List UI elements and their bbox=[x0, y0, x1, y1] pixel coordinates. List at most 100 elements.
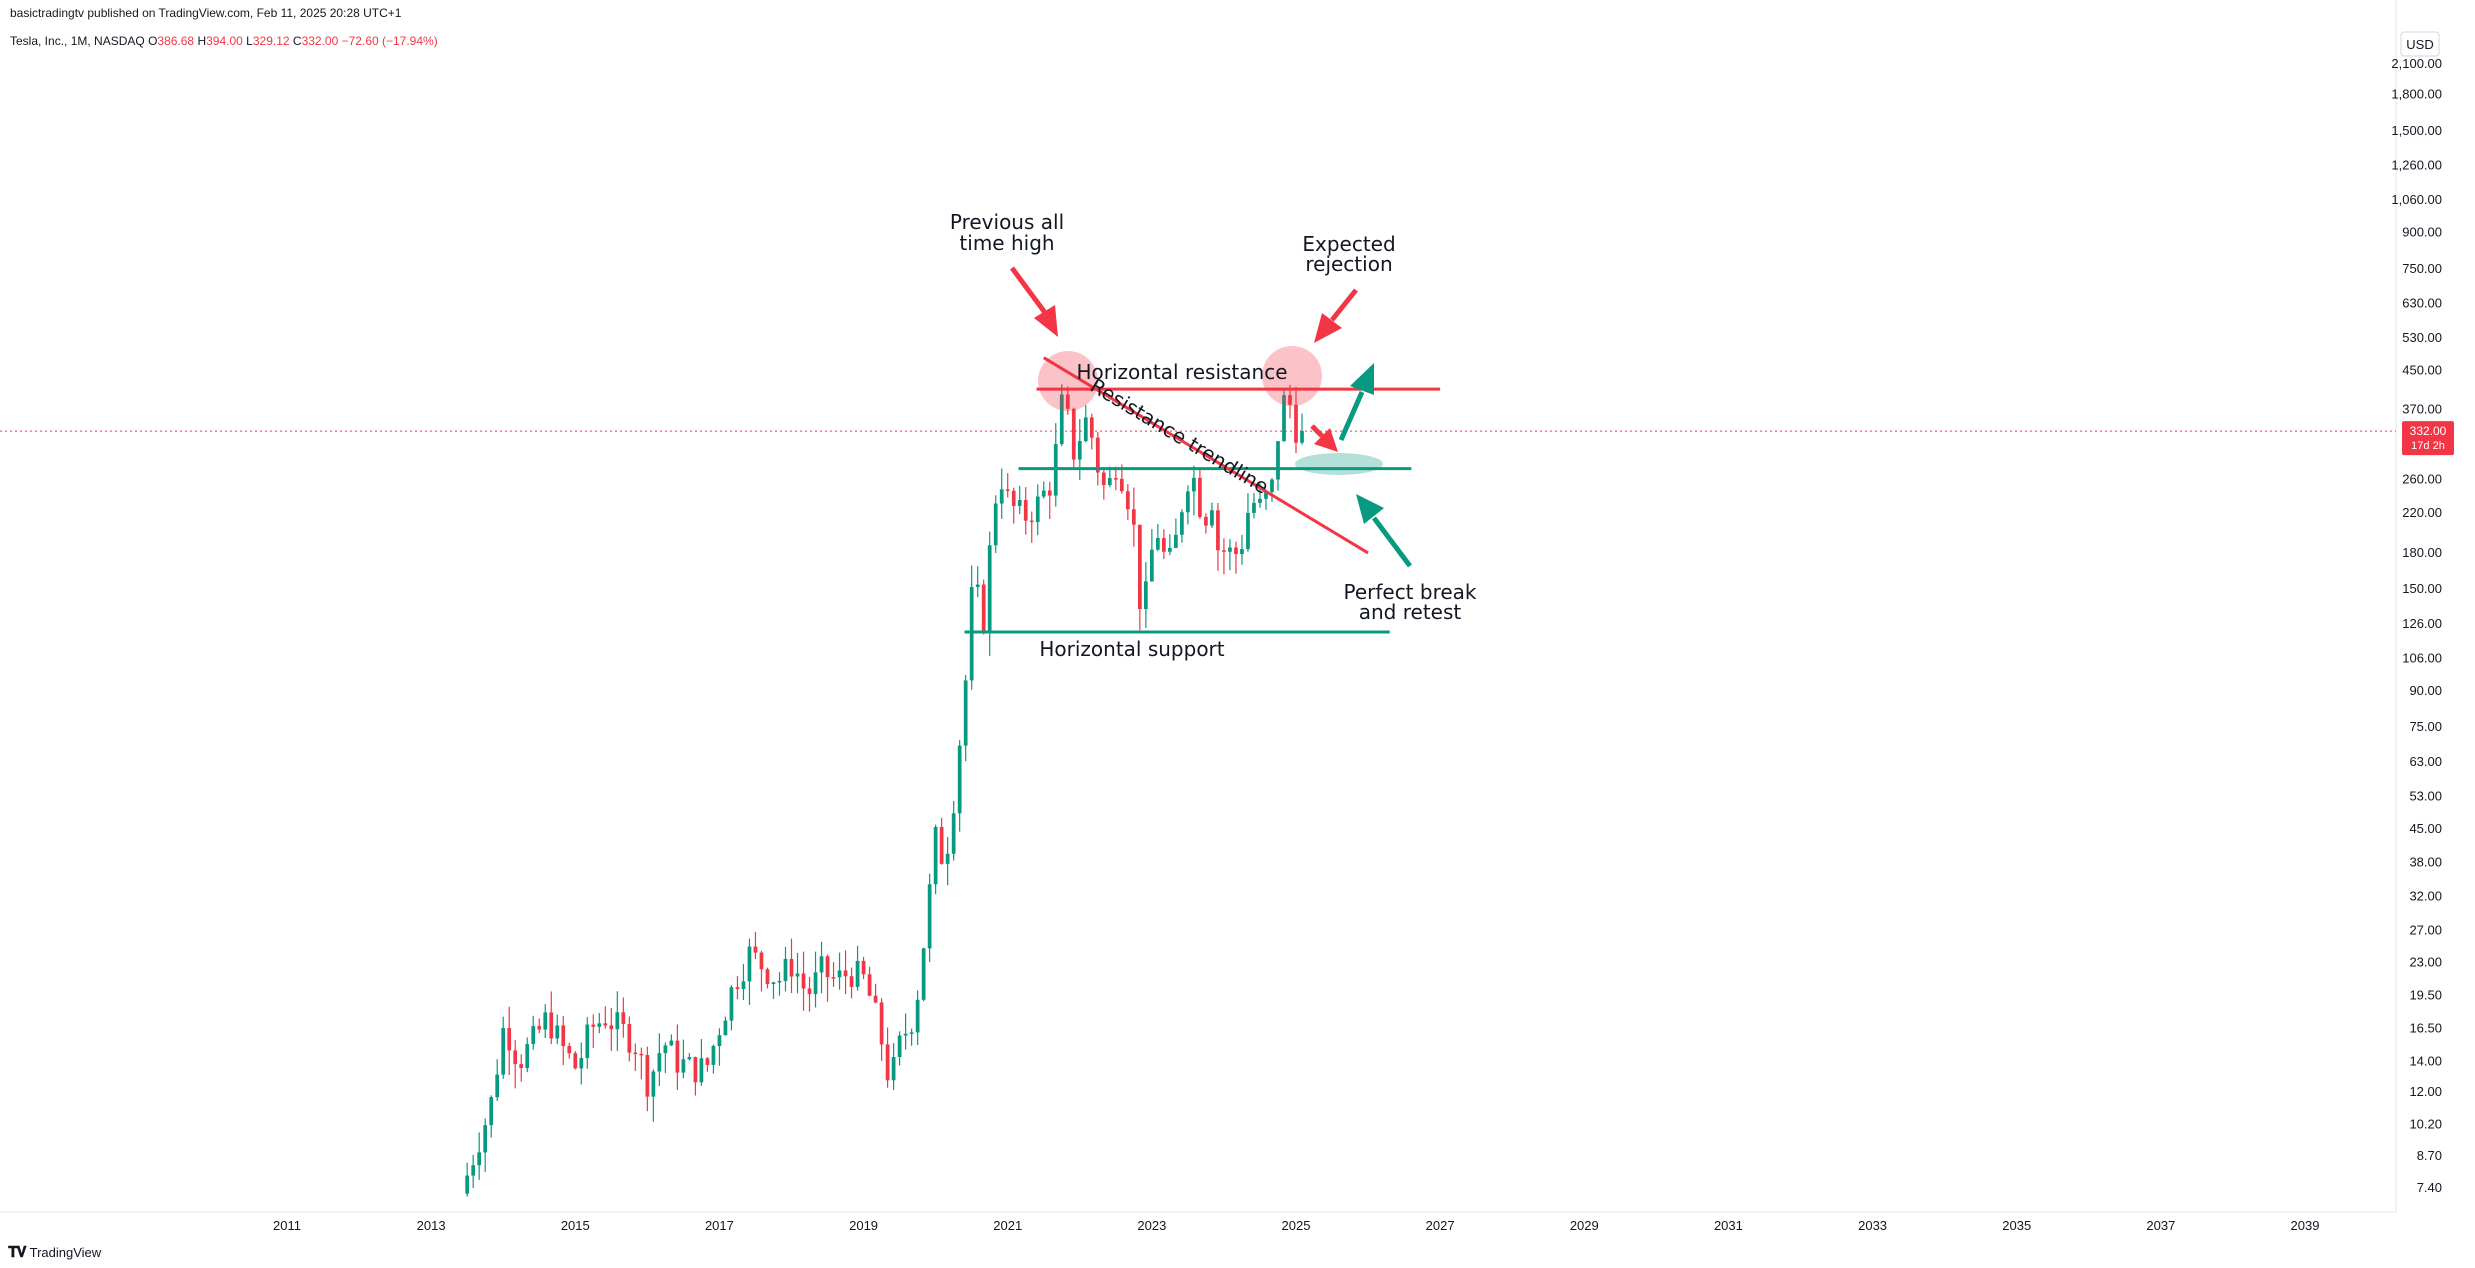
ath-label-line1: Previous all bbox=[950, 210, 1064, 234]
high-label: H bbox=[197, 34, 207, 48]
candle-body bbox=[465, 1175, 470, 1194]
candle-body bbox=[543, 1012, 548, 1030]
candle-body bbox=[1005, 489, 1010, 491]
candle-body bbox=[1041, 490, 1046, 497]
candle-body bbox=[909, 1032, 914, 1034]
resistance-trendline-label: Resistance trendline bbox=[1086, 373, 1273, 498]
candle-body bbox=[1186, 491, 1190, 513]
time-tick-label: 2029 bbox=[1570, 1218, 1599, 1233]
candle-body bbox=[1059, 394, 1064, 445]
drop-down-arrow-icon[interactable] bbox=[1310, 424, 1338, 452]
candle-body bbox=[765, 969, 770, 985]
time-axis[interactable]: 2011 2013 2015 2017 2019 2021 2023 2025 2027 2029… bbox=[273, 1218, 2319, 1233]
candle-body bbox=[477, 1152, 482, 1166]
candle-body bbox=[849, 976, 854, 987]
ath-arrow-icon[interactable] bbox=[1009, 266, 1058, 337]
candle-body bbox=[669, 1040, 674, 1046]
candle-body bbox=[681, 1059, 686, 1073]
tradingview-brand: TradingView bbox=[29, 1245, 102, 1260]
candle-body bbox=[729, 987, 734, 1021]
price-tick-label: 45.00 bbox=[2409, 821, 2442, 836]
horizontal-resistance-label: Horizontal resistance bbox=[1076, 360, 1287, 384]
time-tick-label: 2033 bbox=[1858, 1218, 1887, 1233]
time-tick-label: 2013 bbox=[417, 1218, 446, 1233]
rejection-highlight-circle[interactable] bbox=[1262, 346, 1322, 406]
candle-body bbox=[789, 959, 794, 977]
candle-body bbox=[633, 1052, 638, 1055]
price-tick-label: 8.70 bbox=[2417, 1148, 2442, 1163]
ath-label-line2: time high bbox=[959, 231, 1054, 255]
candle-body bbox=[1119, 478, 1124, 492]
price-tick-label: 630.00 bbox=[2402, 296, 2442, 311]
candle-body bbox=[921, 948, 926, 1000]
candle-body bbox=[1252, 502, 1256, 513]
ath-highlight-circle[interactable] bbox=[1038, 351, 1098, 411]
open-label: O bbox=[148, 34, 158, 48]
candle-body bbox=[999, 489, 1004, 504]
ohlc-legend: Tesla, Inc., 1M, NASDAQ O386.68 H394.00 … bbox=[10, 34, 438, 48]
tradingview-logo-icon: 𝐓𝐕 bbox=[8, 1244, 27, 1261]
resistance-trendline[interactable] bbox=[1042, 356, 1369, 555]
candle-body bbox=[573, 1053, 578, 1069]
candle-body bbox=[867, 974, 872, 996]
candle-body bbox=[861, 960, 866, 975]
time-tick-label: 2037 bbox=[2146, 1218, 2175, 1233]
perfect-break-label-line1: Perfect break bbox=[1343, 580, 1476, 604]
rejection-arrow-icon[interactable] bbox=[1314, 288, 1358, 343]
candle-body bbox=[1101, 472, 1106, 486]
candle-body bbox=[627, 1023, 632, 1053]
candle-body bbox=[699, 1058, 704, 1083]
bounce-up-arrow-icon[interactable] bbox=[1338, 363, 1374, 442]
candle-body bbox=[585, 1024, 590, 1059]
candle-body bbox=[1240, 549, 1244, 555]
candle-body bbox=[723, 1020, 728, 1036]
candle-body bbox=[951, 813, 956, 854]
price-tick-label: 12.00 bbox=[2409, 1084, 2442, 1099]
perfect-break-label-line2: and retest bbox=[1359, 600, 1462, 624]
candle-body bbox=[1270, 479, 1274, 493]
price-tick-label: 900.00 bbox=[2402, 225, 2442, 240]
candle-body bbox=[837, 970, 842, 978]
candle-body bbox=[855, 960, 860, 987]
candle-body bbox=[597, 1023, 602, 1027]
candle-body bbox=[525, 1044, 530, 1069]
candle-body bbox=[1204, 516, 1208, 526]
candle-body bbox=[495, 1074, 500, 1098]
price-tick-label: 1,260.00 bbox=[2391, 158, 2442, 173]
candle-body bbox=[813, 972, 818, 995]
candle-body bbox=[1125, 491, 1130, 510]
price-tick-label: 7.40 bbox=[2417, 1180, 2442, 1195]
symbol-name[interactable]: Tesla, Inc., 1M, NASDAQ bbox=[10, 34, 145, 48]
candle-body bbox=[885, 1044, 890, 1081]
tradingview-logo[interactable]: 𝐓𝐕 TradingView bbox=[8, 1244, 101, 1261]
price-tick-label: 220.00 bbox=[2402, 505, 2442, 520]
time-tick-label: 2035 bbox=[2002, 1218, 2031, 1233]
candle-body bbox=[711, 1045, 716, 1065]
candle-body bbox=[819, 956, 824, 973]
rejection-label-line1: Expected bbox=[1302, 232, 1395, 256]
candle-body bbox=[1156, 538, 1160, 550]
price-tick-label: 23.00 bbox=[2409, 954, 2442, 969]
currency-box[interactable] bbox=[2400, 31, 2440, 57]
candle-body bbox=[1216, 510, 1220, 551]
candle-body bbox=[975, 584, 980, 587]
annotation-layer[interactable]: Previous all time high Expected rejectio… bbox=[950, 210, 1477, 661]
price-tick-label: 90.00 bbox=[2409, 683, 2442, 698]
open-value: 386.68 bbox=[157, 34, 195, 48]
price-axis[interactable]: 7.40 8.70 10.20 12.00 14.00 16.50 19.50 23.00 27… bbox=[2391, 56, 2442, 1195]
candle-body bbox=[1264, 492, 1268, 499]
published-text: basictradingtv published on TradingView.… bbox=[10, 6, 402, 20]
candle-body bbox=[615, 1012, 620, 1030]
price-tick-label: 19.50 bbox=[2409, 987, 2442, 1002]
price-tick-label: 10.20 bbox=[2409, 1116, 2442, 1131]
retest-highlight-ellipse[interactable] bbox=[1295, 453, 1383, 475]
candle-body bbox=[1071, 408, 1076, 460]
candle-body bbox=[693, 1057, 698, 1083]
retest-arrow-icon[interactable] bbox=[1356, 494, 1412, 568]
candle-body bbox=[483, 1125, 488, 1153]
candle-body bbox=[1137, 524, 1142, 610]
candle-body bbox=[771, 982, 776, 985]
candle-body bbox=[519, 1064, 524, 1069]
candle-body bbox=[489, 1097, 494, 1126]
